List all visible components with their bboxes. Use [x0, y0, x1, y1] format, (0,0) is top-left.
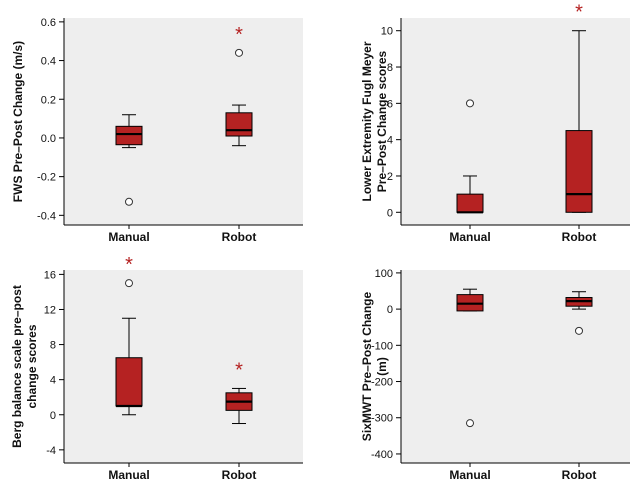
y-tick-label: -0.2: [37, 172, 56, 184]
y-axis-title: Berg balance scale pre–postchange scores: [10, 285, 39, 448]
y-tick-label: 16: [44, 269, 56, 281]
y-tick-label: 12: [44, 304, 56, 316]
y-tick-label: -300: [371, 413, 393, 425]
y-tick-label: 6: [387, 98, 393, 110]
outlier-point: [235, 48, 243, 57]
x-tick-label: Manual: [449, 468, 490, 482]
y-tick-label: 0: [387, 207, 393, 219]
y-axis-title-line: Berg balance scale pre–post: [10, 285, 24, 448]
plot-area: [401, 270, 630, 463]
y-axis-title-line: SixMWT Pre–Post Change: [360, 292, 374, 442]
outlier-point: [125, 197, 133, 206]
y-tick-label: 0.0: [41, 133, 56, 145]
y-axis-title: SixMWT Pre–Post Change(m): [360, 292, 389, 442]
y-tick-label: 0: [387, 304, 393, 316]
panel-1: -0.4 -0.2 0.0 0.2 0.4 0.6 FWS Pre–Post Change …: [11, 17, 303, 244]
y-tick-label: 100: [375, 268, 393, 280]
box-iqr: [225, 112, 253, 137]
x-tick-label: Robot: [562, 468, 597, 482]
y-tick-label: 10: [381, 26, 393, 38]
x-tick-label: Robot: [562, 230, 597, 244]
x-tick-label: Manual: [108, 230, 149, 244]
y-tick-label: 0.6: [41, 17, 56, 29]
plot-area: [64, 270, 303, 463]
y-tick-label: -400: [371, 449, 393, 461]
y-tick-label: -4: [46, 445, 56, 457]
y-axis-title-line: (m): [375, 357, 389, 376]
x-tick-label: Manual: [449, 230, 490, 244]
y-tick-label: -0.4: [37, 210, 56, 222]
y-tick-label: -200: [371, 377, 393, 389]
significance-star: *: [235, 24, 243, 46]
plot-area: [64, 18, 303, 225]
y-axis-title-line: Pre–Post Change scores: [375, 50, 389, 192]
y-axis-title-line: change scores: [25, 324, 39, 408]
plot-area: [401, 18, 630, 225]
y-tick-label: 4: [387, 135, 393, 147]
y-tick-label: 0: [50, 410, 56, 422]
outlier-point: [575, 326, 583, 335]
outlier-point: [466, 419, 474, 428]
box-iqr: [115, 125, 143, 146]
outlier-point: [466, 99, 474, 108]
y-tick-label: 8: [50, 340, 56, 352]
y-tick-label: 8: [387, 62, 393, 74]
y-tick-label: -100: [371, 340, 393, 352]
y-tick-label: 4: [50, 375, 56, 387]
x-tick-label: Robot: [222, 230, 257, 244]
box-iqr: [456, 193, 484, 213]
box-iqr: [565, 130, 593, 213]
significance-star: *: [235, 359, 243, 381]
y-axis-title-line: Lower Extremity Fugl Meyer: [360, 41, 374, 201]
y-tick-label: 2: [387, 171, 393, 183]
outlier-point: [125, 279, 133, 288]
y-tick-label: 0.4: [41, 56, 56, 68]
y-tick-label: 0.2: [41, 94, 56, 106]
panel-2: 0 2 4 6 8 10 Lower Extremity Fugl MeyerPre–Pos…: [360, 2, 630, 244]
panel-3: -4 0 4 8 12 16 Berg balance scale pre–postchan…: [10, 254, 303, 482]
significance-star: *: [125, 254, 133, 276]
y-axis-title-line: FWS Pre–Post Change (m/s): [11, 41, 25, 202]
y-axis-title: FWS Pre–Post Change (m/s): [11, 41, 25, 202]
box-iqr: [115, 357, 143, 407]
x-tick-label: Manual: [108, 468, 149, 482]
y-axis-title: Lower Extremity Fugl MeyerPre–Post Chang…: [360, 41, 389, 201]
x-tick-label: Robot: [222, 468, 257, 482]
significance-star: *: [575, 2, 583, 24]
